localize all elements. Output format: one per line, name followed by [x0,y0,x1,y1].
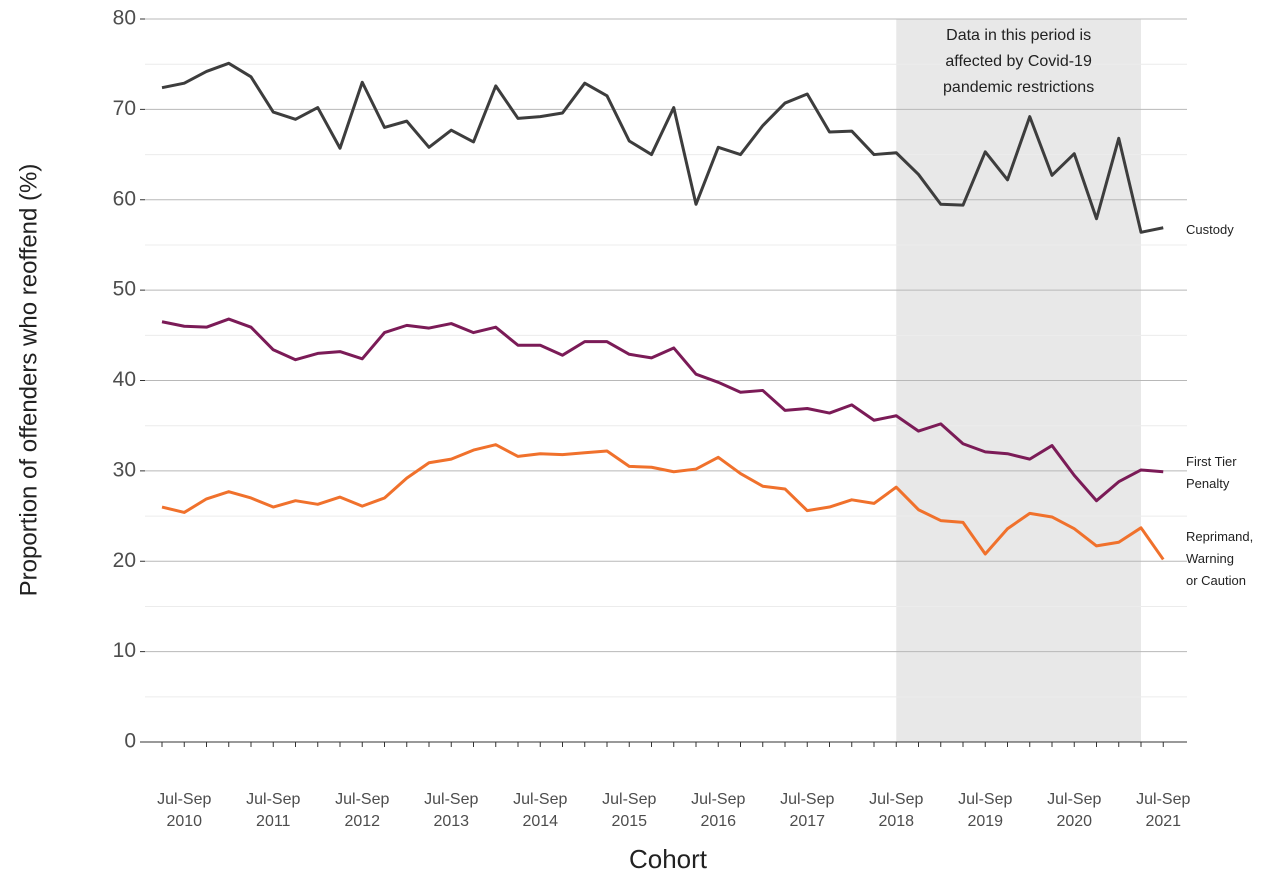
x-tick-label-line: Jul-Sep [869,791,923,808]
x-tick-label: Jul-Sep 2017 [780,791,834,830]
x-axis-title: Cohort [629,844,708,874]
x-tick-label: Jul-Sep 2018 [869,791,923,830]
y-tick-label: 80 [113,7,136,30]
y-tick-label: 10 [113,639,136,662]
x-tick-label-line: Jul-Sep [602,791,656,808]
series-label: First Tier Penalty [1186,454,1237,491]
x-tick-label-line: 2010 [166,813,202,830]
x-tick-label-line: 2018 [878,813,914,830]
series-label: Reprimand, Warning or Caution [1186,529,1254,588]
x-tick-label: Jul-Sep 2012 [335,791,389,830]
x-tick-label-line: 2016 [700,813,736,830]
series-line [161,443,1165,561]
x-tick-label-line: Jul-Sep [691,791,745,808]
x-tick-label-line: 2017 [789,813,825,830]
x-tick-label-line: 2013 [433,813,469,830]
y-tick-label: 70 [113,97,136,120]
x-tick-label-line: 2015 [611,813,647,830]
y-tick-label: 50 [113,278,136,301]
x-tick-label-line: Jul-Sep [958,791,1012,808]
x-tick-label: Jul-Sep 2021 [1136,791,1190,830]
x-tick-label-line: 2014 [522,813,558,830]
x-tick-label-line: Jul-Sep [246,791,300,808]
series-line [161,61,1164,234]
y-tick-label: 30 [113,458,136,481]
x-tick-label-line: Jul-Sep [335,791,389,808]
y-tick-label: 0 [124,730,136,753]
x-tick-label-line: 2019 [967,813,1003,830]
x-tick-label: Jul-Sep 2015 [602,791,656,830]
x-tick-label: Jul-Sep 2016 [691,791,745,830]
y-tick-label: 20 [113,549,136,572]
x-tick-label: Jul-Sep 2014 [513,791,567,830]
y-tick-label: 60 [113,187,136,210]
x-tick-label-line: Jul-Sep [1136,791,1190,808]
series-label: Custody [1186,222,1234,237]
x-tick-label-line: Jul-Sep [157,791,211,808]
x-tick-label-line: 2011 [256,813,291,830]
x-tick-label-line: Jul-Sep [780,791,834,808]
x-tick-label: Jul-Sep 2019 [958,791,1012,830]
x-tick-label-line: Jul-Sep [513,791,567,808]
x-tick-label: Jul-Sep 2013 [424,791,478,830]
y-tick-label: 40 [113,368,136,391]
x-tick-label: Jul-Sep 2011 [246,791,300,830]
annotation: Data in this period is affected by Covid… [943,27,1095,96]
x-tick-label-line: 2021 [1145,813,1181,830]
x-tick-label-line: 2020 [1056,813,1092,830]
series-line [161,317,1164,503]
y-axis-title: Proportion of offenders who reoffend (%) [15,164,42,597]
x-tick-label: Jul-Sep 2020 [1047,791,1101,830]
x-tick-label: Jul-Sep 2010 [157,791,211,830]
x-tick-label-line: 2012 [344,813,380,830]
x-tick-label-line: Jul-Sep [424,791,478,808]
x-tick-label-line: Jul-Sep [1047,791,1101,808]
